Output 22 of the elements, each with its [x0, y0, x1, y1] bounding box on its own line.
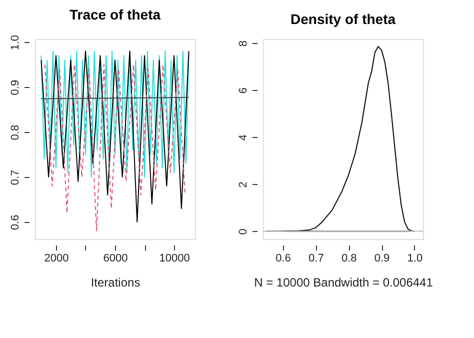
y-tick-label: 8 [238, 40, 250, 47]
y-tick-label: 2 [238, 182, 250, 188]
y-tick-label: 1.0 [10, 35, 22, 50]
chart-title: Trace of theta [69, 6, 161, 22]
y-tick-label: 0 [238, 228, 250, 235]
x-tick-label: 0.7 [308, 252, 324, 264]
y-tick-label: 0.6 [10, 214, 22, 230]
y-tick-label: 4 [238, 134, 250, 141]
x-tick-label: 10000 [159, 252, 190, 264]
x-axis-title: N = 10000 Bandwidth = 0.006441 [254, 276, 434, 290]
x-tick-label: 2000 [44, 252, 69, 264]
x-tick-label: 0.8 [341, 252, 357, 264]
y-tick-label: 0.9 [10, 80, 22, 96]
y-tick-label: 0.8 [10, 124, 22, 140]
x-tick-label: 0.6 [276, 252, 291, 264]
x-tick-label: 1.0 [407, 252, 423, 264]
y-tick-label: 0.7 [10, 170, 22, 186]
chart-title: Density of theta [290, 11, 396, 27]
x-tick-label: 0.9 [374, 252, 390, 264]
x-axis-title: Iterations [90, 276, 140, 290]
y-tick-label: 6 [238, 87, 250, 94]
x-tick-label: 6000 [103, 252, 128, 264]
